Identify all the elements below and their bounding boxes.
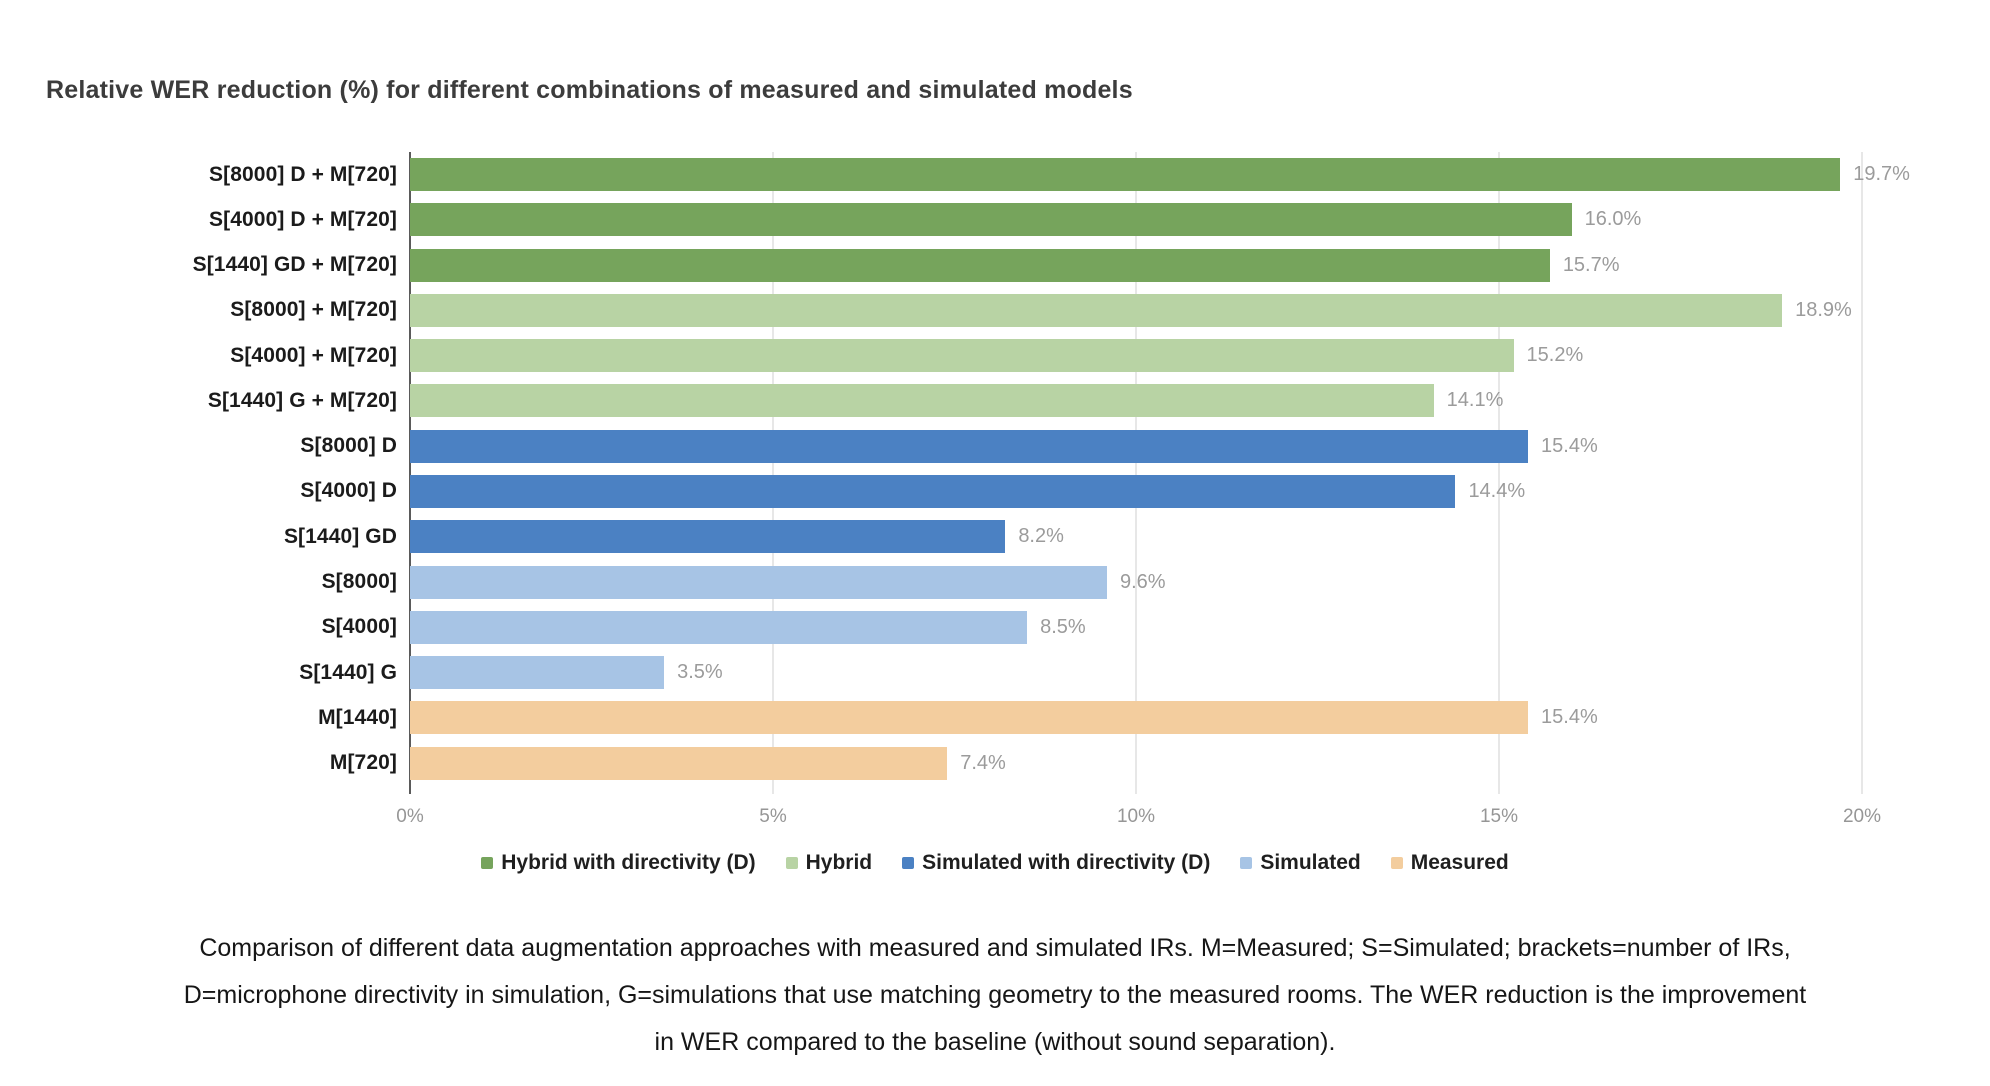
bar-row: 14.4% xyxy=(410,469,1885,514)
x-tick-label: 10% xyxy=(1116,806,1156,827)
bar-row: 15.4% xyxy=(410,424,1885,469)
bar-value-label: 3.5% xyxy=(677,661,723,684)
bar-value-label: 8.2% xyxy=(1018,525,1064,548)
caption-line-2: D=microphone directivity in simulation, … xyxy=(183,981,1807,1009)
category-label: S[4000] D xyxy=(300,479,397,503)
chart-legend: Hybrid with directivity (D) Hybrid Simulat… xyxy=(0,851,1990,875)
gridline xyxy=(1861,152,1863,794)
bar-row: 8.5% xyxy=(410,605,1885,650)
bar xyxy=(410,701,1529,735)
bar-row: 3.5% xyxy=(410,650,1885,695)
legend-swatch-icon xyxy=(1240,857,1253,869)
bar-value-label: 7.4% xyxy=(960,751,1006,774)
x-tick-label: 15% xyxy=(1479,806,1519,827)
bar-value-label: 9.6% xyxy=(1119,570,1166,593)
bar xyxy=(410,474,1456,508)
bar-value-label: 15.7% xyxy=(1562,253,1620,276)
bar xyxy=(410,339,1514,373)
bar-value-label: 15.4% xyxy=(1541,706,1598,729)
bar xyxy=(410,520,1006,554)
legend-item: Hybrid xyxy=(785,851,873,875)
bar-rows: 19.7% 16.0% 15.7% 18.9% 15.2% 14.1% 15.4% 14.4%… xyxy=(410,152,1910,786)
gridline xyxy=(1135,152,1137,794)
category-label: S[8000] D xyxy=(300,434,397,458)
category-label: M[1440] xyxy=(318,705,397,729)
bar-value-label: 14.4% xyxy=(1468,479,1526,502)
caption-line-1: Comparison of different data augmentatio… xyxy=(199,934,1791,962)
bar xyxy=(410,429,1529,463)
bar-row: 7.4% xyxy=(410,740,1885,785)
bar-row: 18.9% xyxy=(410,288,1885,333)
category-label: S[4000] D + M[720] xyxy=(209,207,397,231)
bar-chart-plot-area: 19.7% 16.0% 15.7% 18.9% 15.2% 14.1% 15.4% 14.4%… xyxy=(409,152,1910,794)
bar xyxy=(410,384,1434,418)
bar xyxy=(410,656,665,690)
bar-row: 16.0% xyxy=(410,197,1885,242)
category-label: M[720] xyxy=(329,751,397,775)
bar-row: 15.4% xyxy=(410,695,1885,740)
legend-item: Measured xyxy=(1390,851,1509,875)
bar-value-label: 18.9% xyxy=(1795,298,1852,321)
legend-label: Hybrid with directivity (D) xyxy=(501,851,756,874)
bar xyxy=(410,610,1028,644)
bar-row: 8.2% xyxy=(410,514,1885,559)
gridline xyxy=(772,152,774,794)
bar-row: 15.2% xyxy=(410,333,1885,378)
legend-label: Measured xyxy=(1410,851,1509,874)
category-label: S[4000] + M[720] xyxy=(230,343,397,367)
legend-swatch-icon xyxy=(481,857,494,869)
legend-label: Hybrid xyxy=(805,851,873,874)
legend-item: Hybrid with directivity (D) xyxy=(481,851,756,875)
figure-caption: Comparison of different data augmentatio… xyxy=(25,925,1965,1066)
chart-title: Relative WER reduction (%) for different… xyxy=(46,76,1133,104)
bar-value-label: 19.7% xyxy=(1853,163,1910,186)
x-tick-label: 0% xyxy=(396,806,424,827)
legend-swatch-icon xyxy=(902,857,915,869)
bar-row: 15.7% xyxy=(410,243,1885,288)
x-axis-tick-labels: 0% 5% 10% 15% 20% xyxy=(396,806,1885,836)
axis-baseline xyxy=(409,152,411,794)
bar-row: 9.6% xyxy=(410,559,1885,604)
category-label: S[8000] + M[720] xyxy=(230,298,397,322)
bar xyxy=(410,565,1107,599)
legend-item: Simulated xyxy=(1240,851,1361,875)
x-tick-label: 5% xyxy=(759,806,787,827)
bar xyxy=(410,203,1572,237)
bar-value-label: 15.2% xyxy=(1526,344,1584,367)
x-tick-label: 20% xyxy=(1842,806,1882,827)
bar-value-label: 16.0% xyxy=(1584,208,1642,231)
bar xyxy=(410,293,1783,327)
category-label: S[1440] G xyxy=(299,660,397,684)
bar xyxy=(410,248,1550,282)
y-axis-category-labels: S[8000] D + M[720] S[4000] D + M[720] S[14… xyxy=(0,152,397,786)
bar-value-label: 14.1% xyxy=(1446,389,1504,412)
category-label: S[1440] GD + M[720] xyxy=(192,253,397,277)
category-label: S[1440] GD xyxy=(283,524,397,548)
bar-row: 14.1% xyxy=(410,378,1885,423)
bar-row: 19.7% xyxy=(410,152,1910,197)
legend-label: Simulated with directivity (D) xyxy=(922,851,1211,874)
bar xyxy=(410,746,948,780)
category-label: S[8000] D + M[720] xyxy=(209,162,397,186)
legend-swatch-icon xyxy=(785,857,798,869)
bar-value-label: 15.4% xyxy=(1541,434,1598,457)
bar-value-label: 8.5% xyxy=(1040,615,1086,638)
legend-swatch-icon xyxy=(1390,857,1403,869)
gridline xyxy=(1498,152,1500,794)
category-label: S[8000] xyxy=(321,570,397,594)
legend-item: Simulated with directivity (D) xyxy=(902,851,1210,875)
legend-label: Simulated xyxy=(1260,851,1361,874)
category-label: S[4000] xyxy=(321,615,397,639)
caption-line-3: in WER compared to the baseline (without… xyxy=(654,1028,1336,1056)
category-label: S[1440] G + M[720] xyxy=(207,388,397,412)
bar xyxy=(410,158,1841,192)
